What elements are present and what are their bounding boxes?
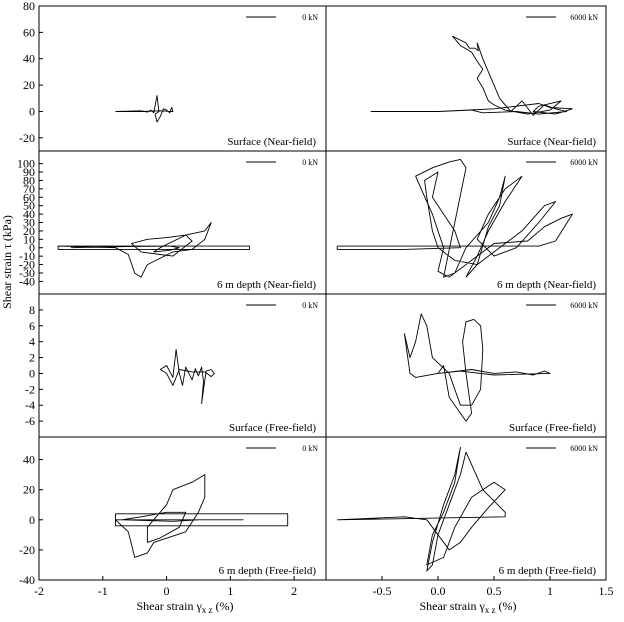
y-tick-label: -40	[19, 573, 35, 587]
panel-frame	[38, 293, 327, 438]
y-tick-label: 6	[29, 319, 35, 333]
legend-label: 0 kN	[302, 444, 318, 453]
y-tick-label: -20	[19, 131, 35, 145]
panel-3-1: -0.5 0.0 0.5 1 1.5 6000 kN 6 m depth (Free-fie…	[325, 436, 614, 598]
hysteresis-series	[337, 447, 506, 572]
y-tick-label: -20	[19, 258, 35, 272]
legend-label: 6000 kN	[570, 158, 598, 167]
panel-1-1: 6000 kN 6 m depth (Near-field)	[325, 150, 607, 295]
x-tick-label: 0.0	[431, 584, 446, 598]
y-tick-label: 80	[23, 173, 35, 187]
y-tick-label: 60	[23, 25, 35, 39]
x-tick-label: 0.5	[487, 584, 502, 598]
panel-annotation: Surface (Near-field)	[507, 136, 596, 148]
panel-annotation: 6 m depth (Near-field)	[217, 279, 316, 291]
y-tick-label: -2	[25, 382, 35, 396]
legend-label: 0 kN	[302, 158, 318, 167]
hysteresis-series	[336, 158, 573, 278]
x-tick-label: 1.5	[599, 584, 614, 598]
y-tick-label: 40	[23, 207, 35, 221]
x-axis-label: Shear strain γx z (%)	[419, 599, 516, 615]
y-tick-label: 40	[23, 52, 35, 66]
hysteresis-series	[115, 95, 174, 123]
y-tick-label: 30	[23, 216, 35, 230]
y-tick-label: 0	[29, 513, 35, 527]
y-tick-label: 0	[29, 241, 35, 255]
y-tick-label: -10	[19, 249, 35, 263]
panel-frame	[38, 436, 327, 581]
y-tick-label: 4	[29, 335, 35, 349]
y-tick-label: 100	[17, 157, 35, 171]
y-tick-label: -4	[25, 398, 35, 412]
y-tick-label: 70	[23, 182, 35, 196]
y-tick-label: 10	[23, 232, 35, 246]
panel-frame	[325, 436, 607, 581]
y-tick-label: 50	[23, 199, 35, 213]
y-tick-label: 20	[23, 78, 35, 92]
panel-annotation: 6 m depth (Free-field)	[219, 565, 317, 577]
x-tick-label: 1	[227, 584, 233, 598]
panel-0-1: 6000 kN Surface (Near-field)	[325, 5, 607, 152]
panel-annotation: Surface (Free-field)	[509, 422, 596, 434]
y-tick-label: 90	[23, 165, 35, 179]
x-tick-label: -2	[34, 584, 44, 598]
y-tick-label: 40	[23, 453, 35, 467]
panel-2-1: 6000 kN Surface (Free-field)	[325, 293, 607, 438]
x-tick-label: -1	[98, 584, 108, 598]
y-tick-label: -20	[19, 543, 35, 557]
x-tick-label: 2	[291, 584, 297, 598]
panel-3-0: -40 -20 0 20 40 -2 -1 0 1 2 0 kN 6 m depth (Free-fi…	[19, 436, 327, 598]
panel-frame	[325, 293, 607, 438]
panel-annotation: Surface (Near-field)	[227, 136, 316, 148]
legend-label: 6000 kN	[570, 301, 598, 310]
panel-frame	[38, 150, 327, 295]
y-tick-label: 2	[29, 351, 35, 365]
legend-label: 6000 kN	[570, 13, 598, 22]
x-tick-label: 1	[547, 584, 553, 598]
y-axis-label: Shear strain τ (kPa)	[0, 215, 14, 309]
panel-annotation: 6 m depth (Near-field)	[497, 279, 596, 291]
y-tick-label: -40	[19, 274, 35, 288]
hysteresis-series	[159, 349, 215, 405]
y-tick-label: 80	[23, 0, 35, 13]
panel-2-0: -6 -4 -2 02 4 6 8 0 kN Surface (Free-field)	[25, 293, 327, 438]
hysteresis-series	[370, 35, 573, 116]
y-tick-label: 60	[23, 190, 35, 204]
legend-label: 0 kN	[302, 13, 318, 22]
y-tick-label: -6	[25, 414, 35, 428]
hysteresis-series	[115, 474, 289, 558]
y-tick-label: 0	[29, 366, 35, 380]
y-tick-label: 8	[29, 303, 35, 317]
hysteresis-series	[57, 222, 250, 278]
x-axis-label: Shear strain γx z (%)	[136, 599, 233, 615]
panel-annotation: Surface (Free-field)	[229, 422, 316, 434]
legend-label: 6000 kN	[570, 444, 598, 453]
panel-frame	[38, 5, 327, 152]
hysteresis-series	[403, 313, 551, 422]
x-tick-label: -0.5	[373, 584, 392, 598]
legend-label: 0 kN	[302, 301, 318, 310]
panel-frame	[325, 150, 607, 295]
x-axis-labels: Shear strain γx z (%) Shear strain γx z (…	[136, 599, 516, 615]
x-tick-label: 0	[164, 584, 170, 598]
y-tick-label: 0	[29, 104, 35, 118]
y-tick-label: -30	[19, 266, 35, 280]
y-tick-label: 20	[23, 483, 35, 497]
y-tick-label: 20	[23, 224, 35, 238]
panel-annotation: 6 m depth (Free-field)	[499, 565, 597, 577]
panel-0-0: -20 0 20 40 60 80 0 kN Surface (Near-field)	[19, 0, 327, 152]
panel-frame	[325, 5, 607, 152]
